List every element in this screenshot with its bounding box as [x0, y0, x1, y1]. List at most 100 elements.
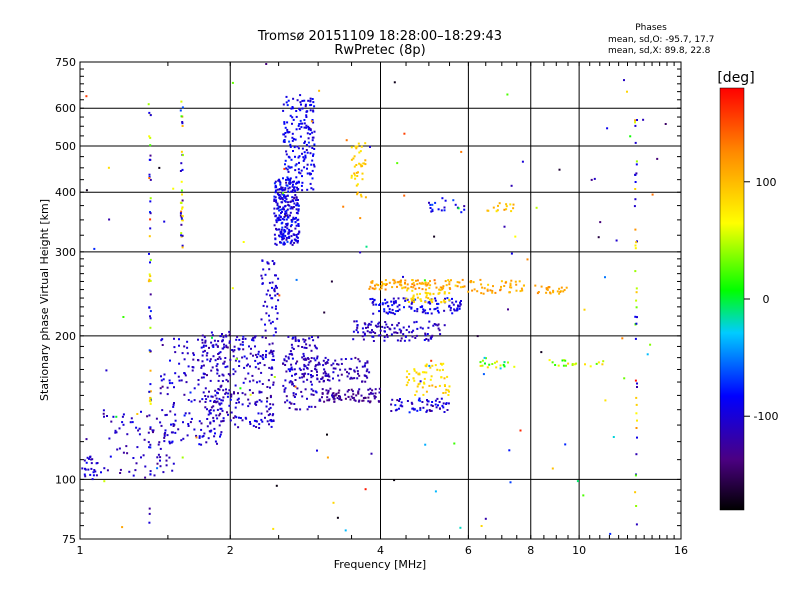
data-point	[161, 338, 164, 341]
data-point	[436, 309, 439, 312]
data-point	[294, 138, 297, 141]
data-point	[304, 388, 307, 391]
data-point	[634, 181, 637, 183]
data-point	[357, 390, 360, 393]
data-point	[393, 279, 396, 282]
data-point	[237, 392, 239, 395]
data-point	[371, 389, 374, 392]
x-tick-label: 2	[227, 544, 234, 557]
data-point	[308, 361, 311, 364]
data-point	[180, 189, 183, 192]
data-point	[269, 396, 272, 399]
data-point	[303, 346, 306, 349]
data-point	[398, 407, 400, 410]
data-point	[388, 281, 391, 284]
data-point	[351, 390, 354, 393]
data-point	[315, 364, 317, 367]
data-point	[206, 358, 209, 361]
data-point	[443, 384, 446, 387]
data-point	[147, 441, 150, 444]
data-point	[148, 173, 151, 176]
data-point	[318, 89, 321, 92]
data-point	[379, 329, 382, 332]
data-point	[286, 227, 289, 230]
data-point	[160, 339, 163, 342]
data-point	[271, 260, 274, 262]
data-point	[436, 306, 439, 309]
data-point	[313, 143, 316, 146]
data-point	[519, 290, 522, 293]
data-point	[265, 405, 268, 408]
data-point	[427, 297, 430, 300]
data-point	[303, 119, 306, 121]
data-point	[609, 532, 612, 535]
data-point	[434, 282, 437, 285]
data-point	[635, 453, 638, 456]
data-point	[447, 279, 450, 282]
data-point	[102, 412, 105, 415]
data-point	[353, 377, 356, 380]
data-point	[148, 414, 151, 417]
data-point	[291, 243, 294, 246]
data-point	[315, 368, 318, 371]
data-point	[443, 292, 446, 295]
data-point	[238, 401, 240, 404]
data-point	[296, 387, 299, 390]
data-point	[202, 350, 205, 353]
data-point	[149, 212, 152, 215]
data-point	[166, 386, 169, 389]
data-point	[494, 361, 496, 364]
data-point	[374, 284, 376, 287]
data-point	[239, 417, 242, 419]
data-point	[509, 284, 512, 286]
data-point	[349, 368, 352, 371]
data-point	[361, 380, 363, 383]
data-point	[453, 308, 456, 311]
data-point	[400, 279, 402, 282]
data-point	[426, 399, 428, 401]
data-point	[268, 366, 271, 369]
data-point	[287, 357, 290, 360]
data-point	[303, 126, 306, 129]
data-point	[503, 208, 506, 211]
data-point	[287, 177, 290, 180]
data-point	[311, 177, 314, 180]
data-point	[443, 324, 446, 327]
data-point	[496, 209, 499, 212]
data-point	[406, 298, 409, 301]
data-point	[514, 280, 517, 283]
data-point	[95, 462, 98, 465]
data-point	[433, 279, 436, 282]
data-point	[434, 364, 437, 367]
data-point	[85, 461, 88, 464]
data-point	[424, 332, 427, 335]
data-point	[293, 189, 296, 192]
data-point	[288, 235, 291, 238]
data-point	[293, 403, 296, 405]
data-point	[273, 195, 276, 198]
data-point	[441, 363, 443, 366]
data-point	[492, 206, 495, 209]
data-point	[131, 421, 134, 424]
data-point	[425, 296, 428, 299]
data-point	[106, 469, 109, 472]
data-point	[268, 268, 271, 271]
data-point	[112, 415, 115, 418]
data-point	[434, 323, 437, 326]
data-point	[362, 399, 365, 402]
data-point	[313, 357, 316, 360]
data-point	[214, 359, 217, 362]
data-point	[361, 399, 364, 402]
data-point	[332, 362, 335, 365]
data-point	[115, 415, 118, 418]
data-point	[288, 166, 291, 169]
data-point	[271, 306, 274, 309]
data-point	[444, 391, 447, 394]
data-point	[326, 396, 329, 399]
data-point	[479, 278, 482, 281]
data-point	[280, 241, 283, 244]
data-point	[316, 377, 319, 380]
data-point	[390, 333, 393, 336]
data-point	[295, 216, 297, 219]
data-point	[385, 323, 388, 326]
